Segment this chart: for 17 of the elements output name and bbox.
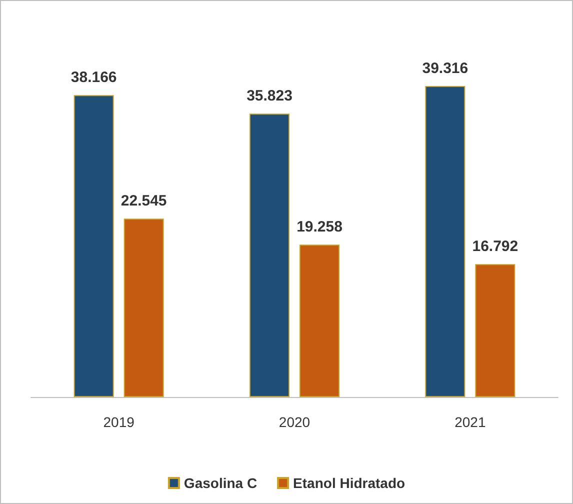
data-label: 39.316 — [422, 60, 468, 77]
data-label: 19.258 — [296, 218, 342, 236]
x-tick-label: 2021 — [454, 414, 486, 430]
legend-label: Etanol Hidratado — [293, 475, 406, 491]
bar — [74, 95, 114, 397]
data-label: 16.792 — [472, 238, 518, 256]
x-tick-label: 2020 — [278, 414, 310, 430]
data-label: 22.545 — [120, 192, 167, 210]
bar — [475, 264, 516, 397]
data-label: 35.823 — [246, 88, 292, 105]
x-tick-label: 2019 — [103, 414, 135, 430]
data-label: 38.166 — [70, 69, 117, 86]
bar — [124, 218, 164, 397]
bar — [425, 86, 466, 397]
legend-label: Gasolina C — [184, 475, 258, 491]
bar — [250, 114, 290, 397]
bar — [300, 244, 340, 397]
